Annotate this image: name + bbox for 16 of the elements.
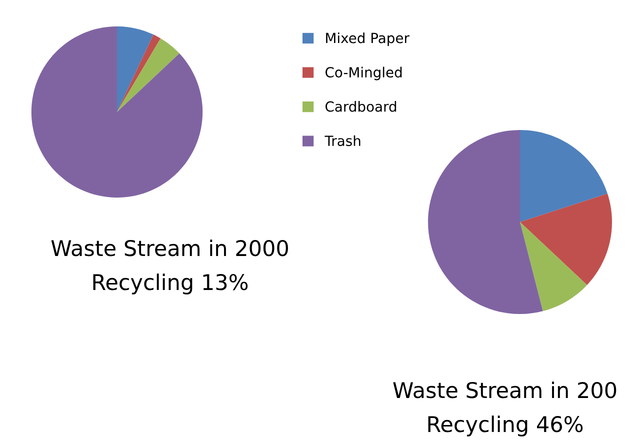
pie-slice: [428, 130, 543, 314]
legend-label: Mixed Paper: [326, 32, 410, 46]
legend-label: Cardboard: [326, 101, 396, 112]
pie-slice: [117, 34, 161, 112]
pie-slice: [520, 222, 588, 312]
text: Waste Stream in 200: [393, 382, 616, 398]
legend-label: Co-Mingled: [326, 66, 402, 80]
pie-slice: [117, 38, 180, 112]
pie-slice: [117, 26, 154, 112]
text: Waste Stream in 2000: [51, 240, 288, 256]
pie-slice: [520, 130, 608, 222]
legend-label: Trash: [324, 135, 360, 146]
pie-slice: [520, 194, 612, 285]
text: Recycling 13%: [93, 274, 248, 294]
text: Recycling 46%: [428, 416, 583, 436]
pie-slice: [31, 26, 203, 198]
